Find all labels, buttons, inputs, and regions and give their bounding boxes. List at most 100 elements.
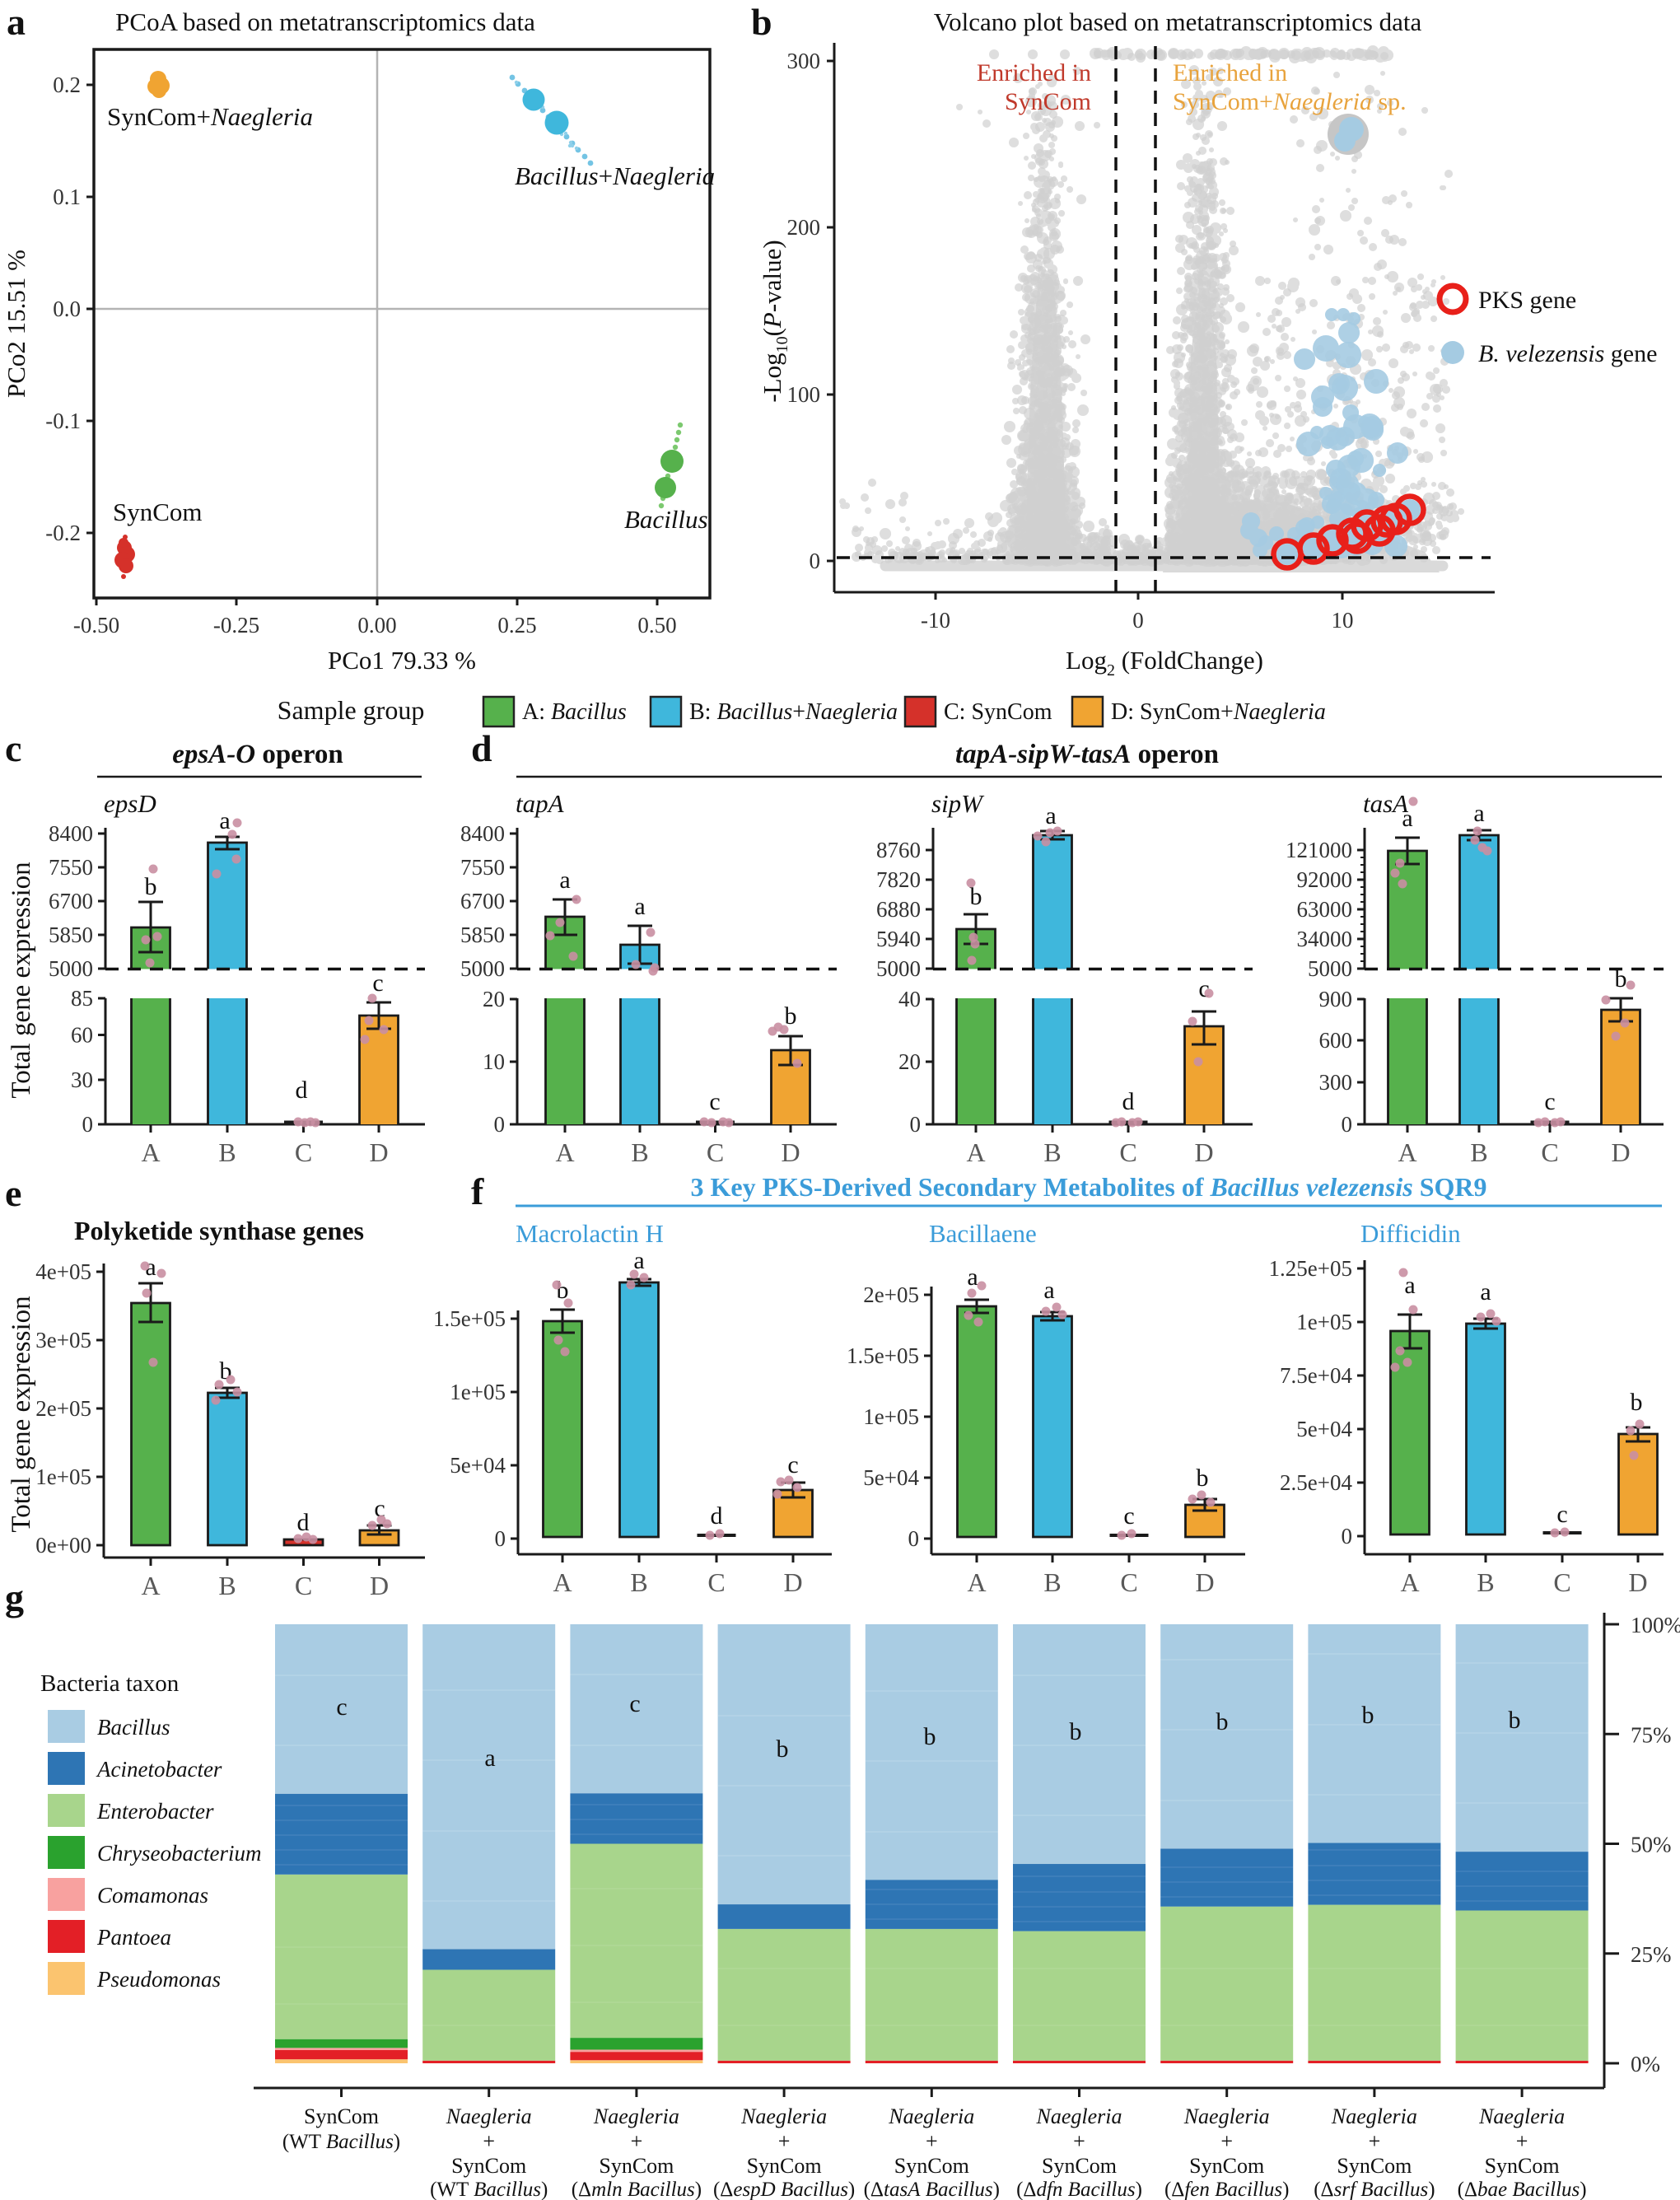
svg-text:c: c xyxy=(372,969,383,997)
svg-text:0: 0 xyxy=(82,1112,94,1137)
svg-text:b: b xyxy=(1615,965,1627,993)
svg-text:0: 0 xyxy=(908,1526,920,1551)
svg-text:(Δsrf Bacillus): (Δsrf Bacillus) xyxy=(1314,2179,1435,2200)
svg-text:+: + xyxy=(483,2129,495,2153)
svg-text:2e+05: 2e+05 xyxy=(35,1396,91,1421)
svg-text:(Δdfn Bacillus): (Δdfn Bacillus) xyxy=(1016,2179,1142,2200)
svg-text:D: D xyxy=(1194,1137,1213,1167)
svg-text:c: c xyxy=(1556,1501,1567,1528)
svg-text:Naegleria: Naegleria xyxy=(446,2104,532,2128)
svg-text:100: 100 xyxy=(787,382,821,407)
svg-text:g: g xyxy=(5,1576,24,1618)
svg-text:c: c xyxy=(709,1088,720,1115)
svg-text:A: A xyxy=(141,1137,160,1167)
svg-text:10: 10 xyxy=(483,1049,505,1074)
svg-text:+: + xyxy=(1516,2129,1528,2153)
svg-text:(ΔespD Bacillus): (ΔespD Bacillus) xyxy=(713,2179,855,2200)
svg-text:(Δbae Bacillus): (Δbae Bacillus) xyxy=(1458,2179,1587,2200)
svg-text:a: a xyxy=(219,807,230,834)
svg-text:+: + xyxy=(1369,2129,1381,2153)
svg-text:0.50: 0.50 xyxy=(637,613,676,638)
svg-text:0.00: 0.00 xyxy=(357,613,396,638)
svg-text:0: 0 xyxy=(494,1112,506,1137)
svg-text:Enterobacter: Enterobacter xyxy=(96,1799,214,1824)
svg-text:c: c xyxy=(1198,975,1209,1002)
svg-text:PKS gene: PKS gene xyxy=(1478,287,1576,314)
svg-text:7.5e+04: 7.5e+04 xyxy=(1280,1363,1352,1388)
svg-text:+: + xyxy=(778,2129,791,2153)
svg-text:c: c xyxy=(1123,1502,1134,1530)
svg-text:B: B xyxy=(1043,1567,1061,1597)
svg-text:1e+05: 1e+05 xyxy=(1296,1310,1352,1334)
svg-text:a: a xyxy=(1402,805,1412,832)
svg-text:SynCom: SynCom xyxy=(1337,2154,1412,2178)
svg-text:5000: 5000 xyxy=(876,956,921,981)
svg-text:5000: 5000 xyxy=(460,956,505,981)
svg-text:C: C xyxy=(1120,1567,1137,1597)
svg-text:SynCom: SynCom xyxy=(451,2154,526,2178)
svg-text:B: B xyxy=(218,1571,236,1600)
svg-text:-10: -10 xyxy=(921,608,950,633)
svg-text:b: b xyxy=(1197,1464,1209,1492)
svg-text:a: a xyxy=(145,1254,156,1281)
svg-text:a: a xyxy=(1045,802,1056,829)
svg-text:300: 300 xyxy=(1319,1070,1353,1095)
svg-text:a: a xyxy=(7,1,26,43)
svg-text:+: + xyxy=(926,2129,938,2153)
svg-text:0.1: 0.1 xyxy=(53,185,81,209)
svg-text:30: 30 xyxy=(71,1067,93,1092)
svg-text:B: B xyxy=(1470,1137,1487,1167)
svg-text:SynCom: SynCom xyxy=(1485,2154,1560,2178)
svg-text:A: A xyxy=(967,1567,986,1597)
svg-text:Total gene expression: Total gene expression xyxy=(7,862,36,1098)
svg-text:6880: 6880 xyxy=(876,897,921,922)
svg-text:1.5e+05: 1.5e+05 xyxy=(847,1343,919,1368)
svg-text:200: 200 xyxy=(787,215,821,240)
svg-text:Enriched in: Enriched in xyxy=(1173,59,1287,86)
svg-text:c: c xyxy=(629,1690,640,1717)
svg-text:SynCom: SynCom xyxy=(599,2154,674,2178)
svg-text:2.5e+04: 2.5e+04 xyxy=(1280,1470,1352,1495)
svg-text:Macrolactin H: Macrolactin H xyxy=(516,1219,664,1248)
svg-text:b: b xyxy=(145,873,157,900)
svg-text:5000: 5000 xyxy=(49,956,93,981)
svg-text:tapA: tapA xyxy=(516,789,565,818)
svg-text:+: + xyxy=(1220,2129,1233,2153)
svg-text:Pseudomonas: Pseudomonas xyxy=(96,1967,221,1992)
svg-text:PCoA based on metatranscriptom: PCoA based on metatranscriptomics data xyxy=(115,7,535,36)
svg-text:5e+04: 5e+04 xyxy=(1296,1417,1352,1441)
svg-text:B: B xyxy=(1477,1567,1494,1597)
svg-text:epsD: epsD xyxy=(104,789,156,818)
svg-text:a: a xyxy=(484,1745,495,1772)
svg-text:85: 85 xyxy=(71,986,93,1011)
svg-text:8760: 8760 xyxy=(876,838,921,862)
svg-text:b: b xyxy=(785,1002,797,1030)
svg-text:4e+05: 4e+05 xyxy=(35,1259,91,1284)
svg-text:(Δmln Bacillus): (Δmln Bacillus) xyxy=(572,2179,702,2200)
svg-text:D: D xyxy=(1611,1137,1630,1167)
svg-text:A: A xyxy=(555,1137,574,1167)
svg-text:d: d xyxy=(711,1502,723,1530)
svg-text:B: B xyxy=(630,1567,647,1597)
svg-text:0.2: 0.2 xyxy=(53,72,81,97)
svg-text:D: D xyxy=(783,1567,802,1597)
svg-text:C: C xyxy=(707,1137,724,1167)
svg-text:D: D xyxy=(781,1137,800,1167)
svg-text:A: A xyxy=(1400,1567,1419,1597)
svg-text:8400: 8400 xyxy=(49,821,93,846)
svg-text:a: a xyxy=(1404,1272,1415,1299)
svg-text:5940: 5940 xyxy=(876,927,921,951)
svg-text:1e+05: 1e+05 xyxy=(450,1380,506,1404)
svg-text:B. velezensis gene: B. velezensis gene xyxy=(1478,340,1657,367)
svg-text:100%: 100% xyxy=(1631,1613,1680,1637)
svg-text:-0.1: -0.1 xyxy=(45,409,81,433)
svg-text:C: C xyxy=(707,1567,725,1597)
svg-text:-0.2: -0.2 xyxy=(45,521,81,545)
svg-text:3 Key PKS-Derived Secondary Me: 3 Key PKS-Derived Secondary Metabolites … xyxy=(690,1172,1486,1202)
svg-text:SynCom: SynCom xyxy=(113,497,203,526)
svg-text:-0.25: -0.25 xyxy=(213,613,259,638)
svg-text:6700: 6700 xyxy=(460,889,505,913)
svg-text:5e+04: 5e+04 xyxy=(450,1453,506,1478)
svg-text:(Δfen Bacillus): (Δfen Bacillus) xyxy=(1164,2179,1289,2200)
svg-text:C: C xyxy=(1541,1137,1558,1167)
